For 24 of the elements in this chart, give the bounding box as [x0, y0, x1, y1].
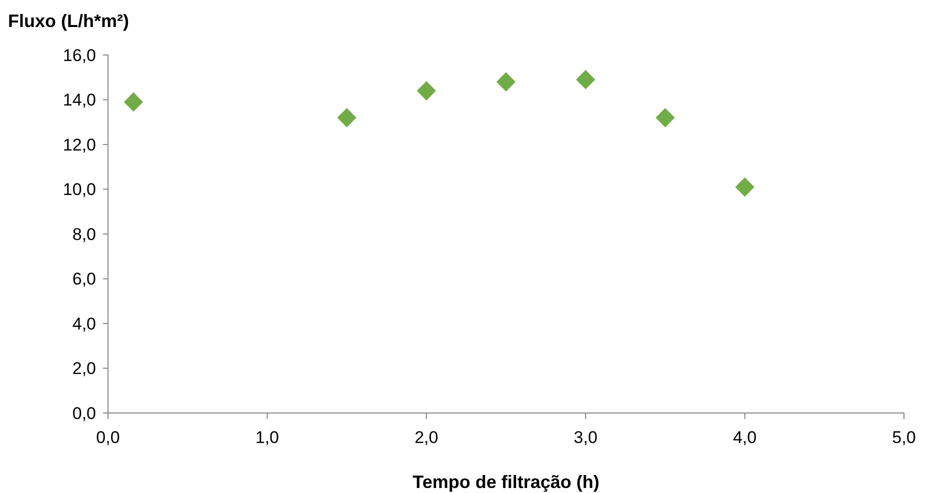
y-tick-label: 0,0 — [72, 404, 96, 423]
y-axis-title: Fluxo (L/h*m²) — [8, 11, 129, 31]
y-tick-label: 12,0 — [62, 135, 96, 154]
point — [416, 81, 436, 100]
y-tick-label: 2,0 — [72, 359, 96, 378]
point — [337, 108, 356, 128]
x-tick-label: 4,0 — [732, 428, 757, 447]
point — [735, 177, 754, 197]
y-tick-label: 16,0 — [62, 46, 96, 65]
x-tick-label: 3,0 — [574, 428, 598, 447]
y-tick-label: 4,0 — [72, 314, 96, 334]
y-tick-label: 8,0 — [72, 224, 96, 244]
y-tick-label: 10,0 — [62, 180, 96, 200]
point — [124, 92, 144, 112]
x-axis-title: Tempo de filtração (h) — [412, 472, 600, 492]
point — [576, 70, 596, 90]
x-tick-label: 1,0 — [255, 428, 280, 447]
x-tick-label: 2,0 — [414, 428, 438, 447]
y-tick-label: 14,0 — [62, 90, 96, 110]
point — [496, 72, 516, 92]
y-tick-label: 6,0 — [72, 270, 96, 289]
x-tick-label: 5,0 — [892, 428, 916, 447]
point — [656, 108, 675, 128]
x-tick-label: 0,0 — [96, 428, 120, 447]
